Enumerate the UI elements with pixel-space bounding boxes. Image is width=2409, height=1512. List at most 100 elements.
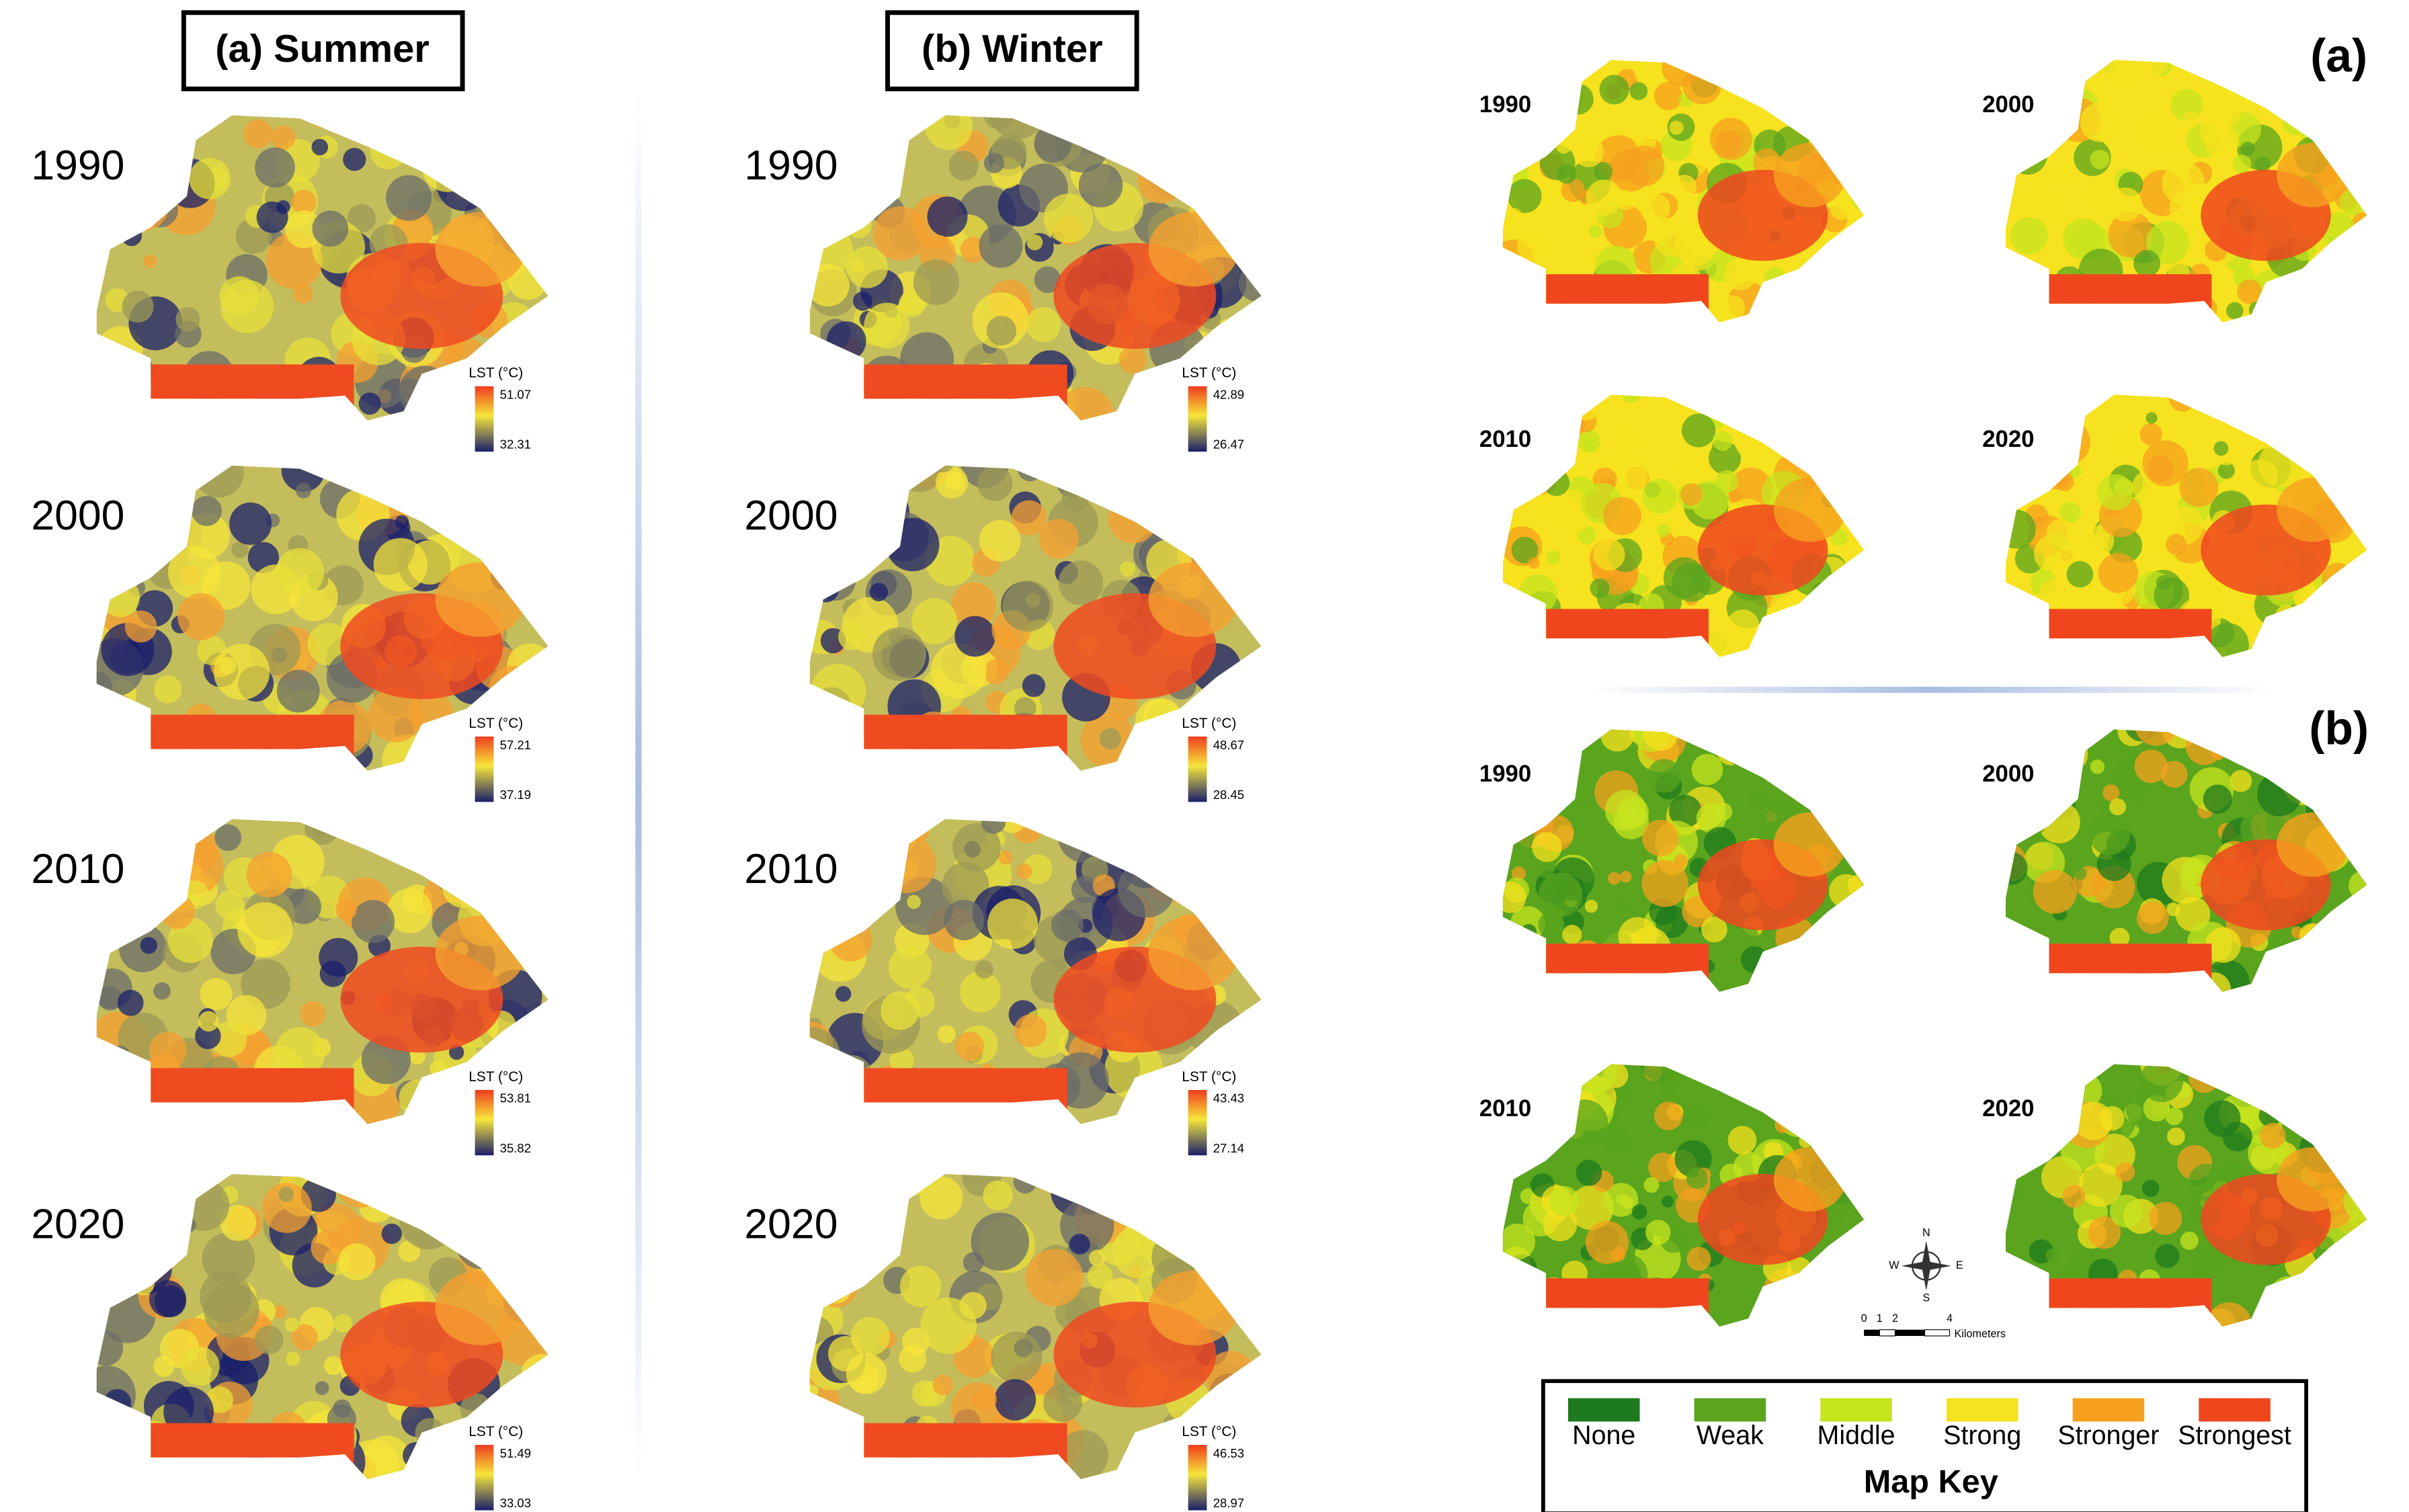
map-texture (1643, 729, 1678, 751)
legend-max: 51.07 (500, 388, 531, 402)
colorbar (1188, 386, 1207, 452)
map-texture (994, 1379, 1036, 1421)
map-texture (254, 1325, 284, 1355)
map-texture (2310, 394, 2346, 423)
map-texture (489, 1202, 541, 1253)
map-texture (1738, 403, 1756, 421)
map-texture (114, 534, 156, 576)
map-texture (1078, 163, 1123, 208)
colorbar (475, 737, 494, 802)
map-texture (1043, 1383, 1083, 1422)
map-texture (2139, 60, 2168, 77)
map-texture (1846, 579, 1865, 616)
map-texture (1204, 839, 1254, 889)
map-texture (1852, 574, 1865, 588)
map (2005, 1064, 2367, 1327)
map-texture (505, 115, 548, 141)
map-texture (1824, 271, 1861, 308)
map-texture (460, 134, 513, 186)
map-texture (370, 133, 406, 169)
map-texture (1799, 1134, 1812, 1148)
map-texture (1537, 79, 1551, 94)
map-texture (2275, 394, 2322, 433)
map-texture (2325, 277, 2360, 312)
map-texture (108, 1045, 131, 1068)
map-texture (2299, 923, 2324, 948)
map-texture (1801, 732, 1831, 762)
map-texture (1528, 1101, 1554, 1127)
map-texture (2211, 746, 2226, 761)
map-texture (983, 659, 1009, 685)
map-texture (229, 502, 272, 545)
map-texture (1213, 411, 1228, 421)
map-texture (1856, 972, 1865, 985)
map (809, 465, 1262, 771)
map-texture (2005, 1274, 2032, 1312)
map-texture (2045, 1248, 2060, 1263)
map-texture (2007, 800, 2047, 839)
map-texture (413, 732, 452, 771)
map-texture (198, 1011, 219, 1032)
map-texture (2047, 60, 2080, 83)
map-texture (2328, 1257, 2357, 1286)
map-texture (2346, 774, 2364, 792)
map-texture (1802, 731, 1832, 761)
map-texture (2343, 1181, 2367, 1222)
map-texture (907, 894, 921, 909)
map-texture (2270, 1276, 2307, 1313)
map-texture (213, 644, 270, 700)
map-texture (307, 622, 350, 666)
map-texture (1571, 304, 1602, 323)
map-texture (1806, 412, 1848, 454)
map-texture (1052, 957, 1067, 972)
map-texture (2062, 1185, 2086, 1208)
map-texture (2229, 1064, 2246, 1080)
map-texture (1143, 818, 1188, 859)
map-texture (1670, 1064, 1686, 1066)
map-texture (838, 1099, 877, 1124)
map-texture (2217, 1064, 2242, 1072)
map-texture (523, 218, 548, 263)
map-texture (1798, 394, 1834, 419)
map-texture (2259, 1122, 2286, 1149)
map-texture (2339, 189, 2366, 216)
map-texture (2198, 60, 2231, 83)
map-texture (1822, 1259, 1850, 1288)
map-texture (142, 254, 157, 269)
map-texture (526, 1305, 548, 1329)
map-texture (284, 1453, 332, 1480)
map-texture (527, 1064, 548, 1087)
map-texture (2102, 784, 2120, 802)
map-texture (911, 1380, 938, 1407)
map-texture (2115, 1162, 2135, 1182)
map-texture (1731, 60, 1777, 81)
map-texture (983, 1180, 1013, 1211)
map-texture (1787, 1064, 1819, 1075)
map-texture (138, 870, 181, 914)
map-texture (1114, 1174, 1173, 1224)
map-texture (181, 1347, 220, 1386)
map (96, 465, 548, 771)
compass-label: W (1889, 1259, 1900, 1271)
map-texture (464, 115, 514, 147)
map-texture (1774, 956, 1811, 992)
map-texture (1502, 60, 1524, 79)
map-texture (152, 1103, 171, 1122)
map-texture (1020, 1452, 1061, 1480)
map-texture (451, 402, 472, 421)
map-texture (2097, 474, 2133, 511)
map-texture (1768, 396, 1807, 434)
map-texture (335, 1174, 386, 1208)
map-texture (1848, 739, 1865, 763)
map-texture (1611, 564, 1638, 591)
map-texture (870, 1174, 905, 1204)
key-label: Middle (1818, 1421, 1895, 1450)
map-texture (1192, 518, 1239, 566)
map-texture (1642, 478, 1677, 514)
map-texture (1238, 264, 1262, 302)
map-texture (1535, 491, 1574, 528)
legend-max: 42.89 (1213, 388, 1244, 402)
map-texture (1828, 1093, 1865, 1136)
map-texture (133, 1224, 163, 1255)
map-texture (1112, 1174, 1150, 1191)
